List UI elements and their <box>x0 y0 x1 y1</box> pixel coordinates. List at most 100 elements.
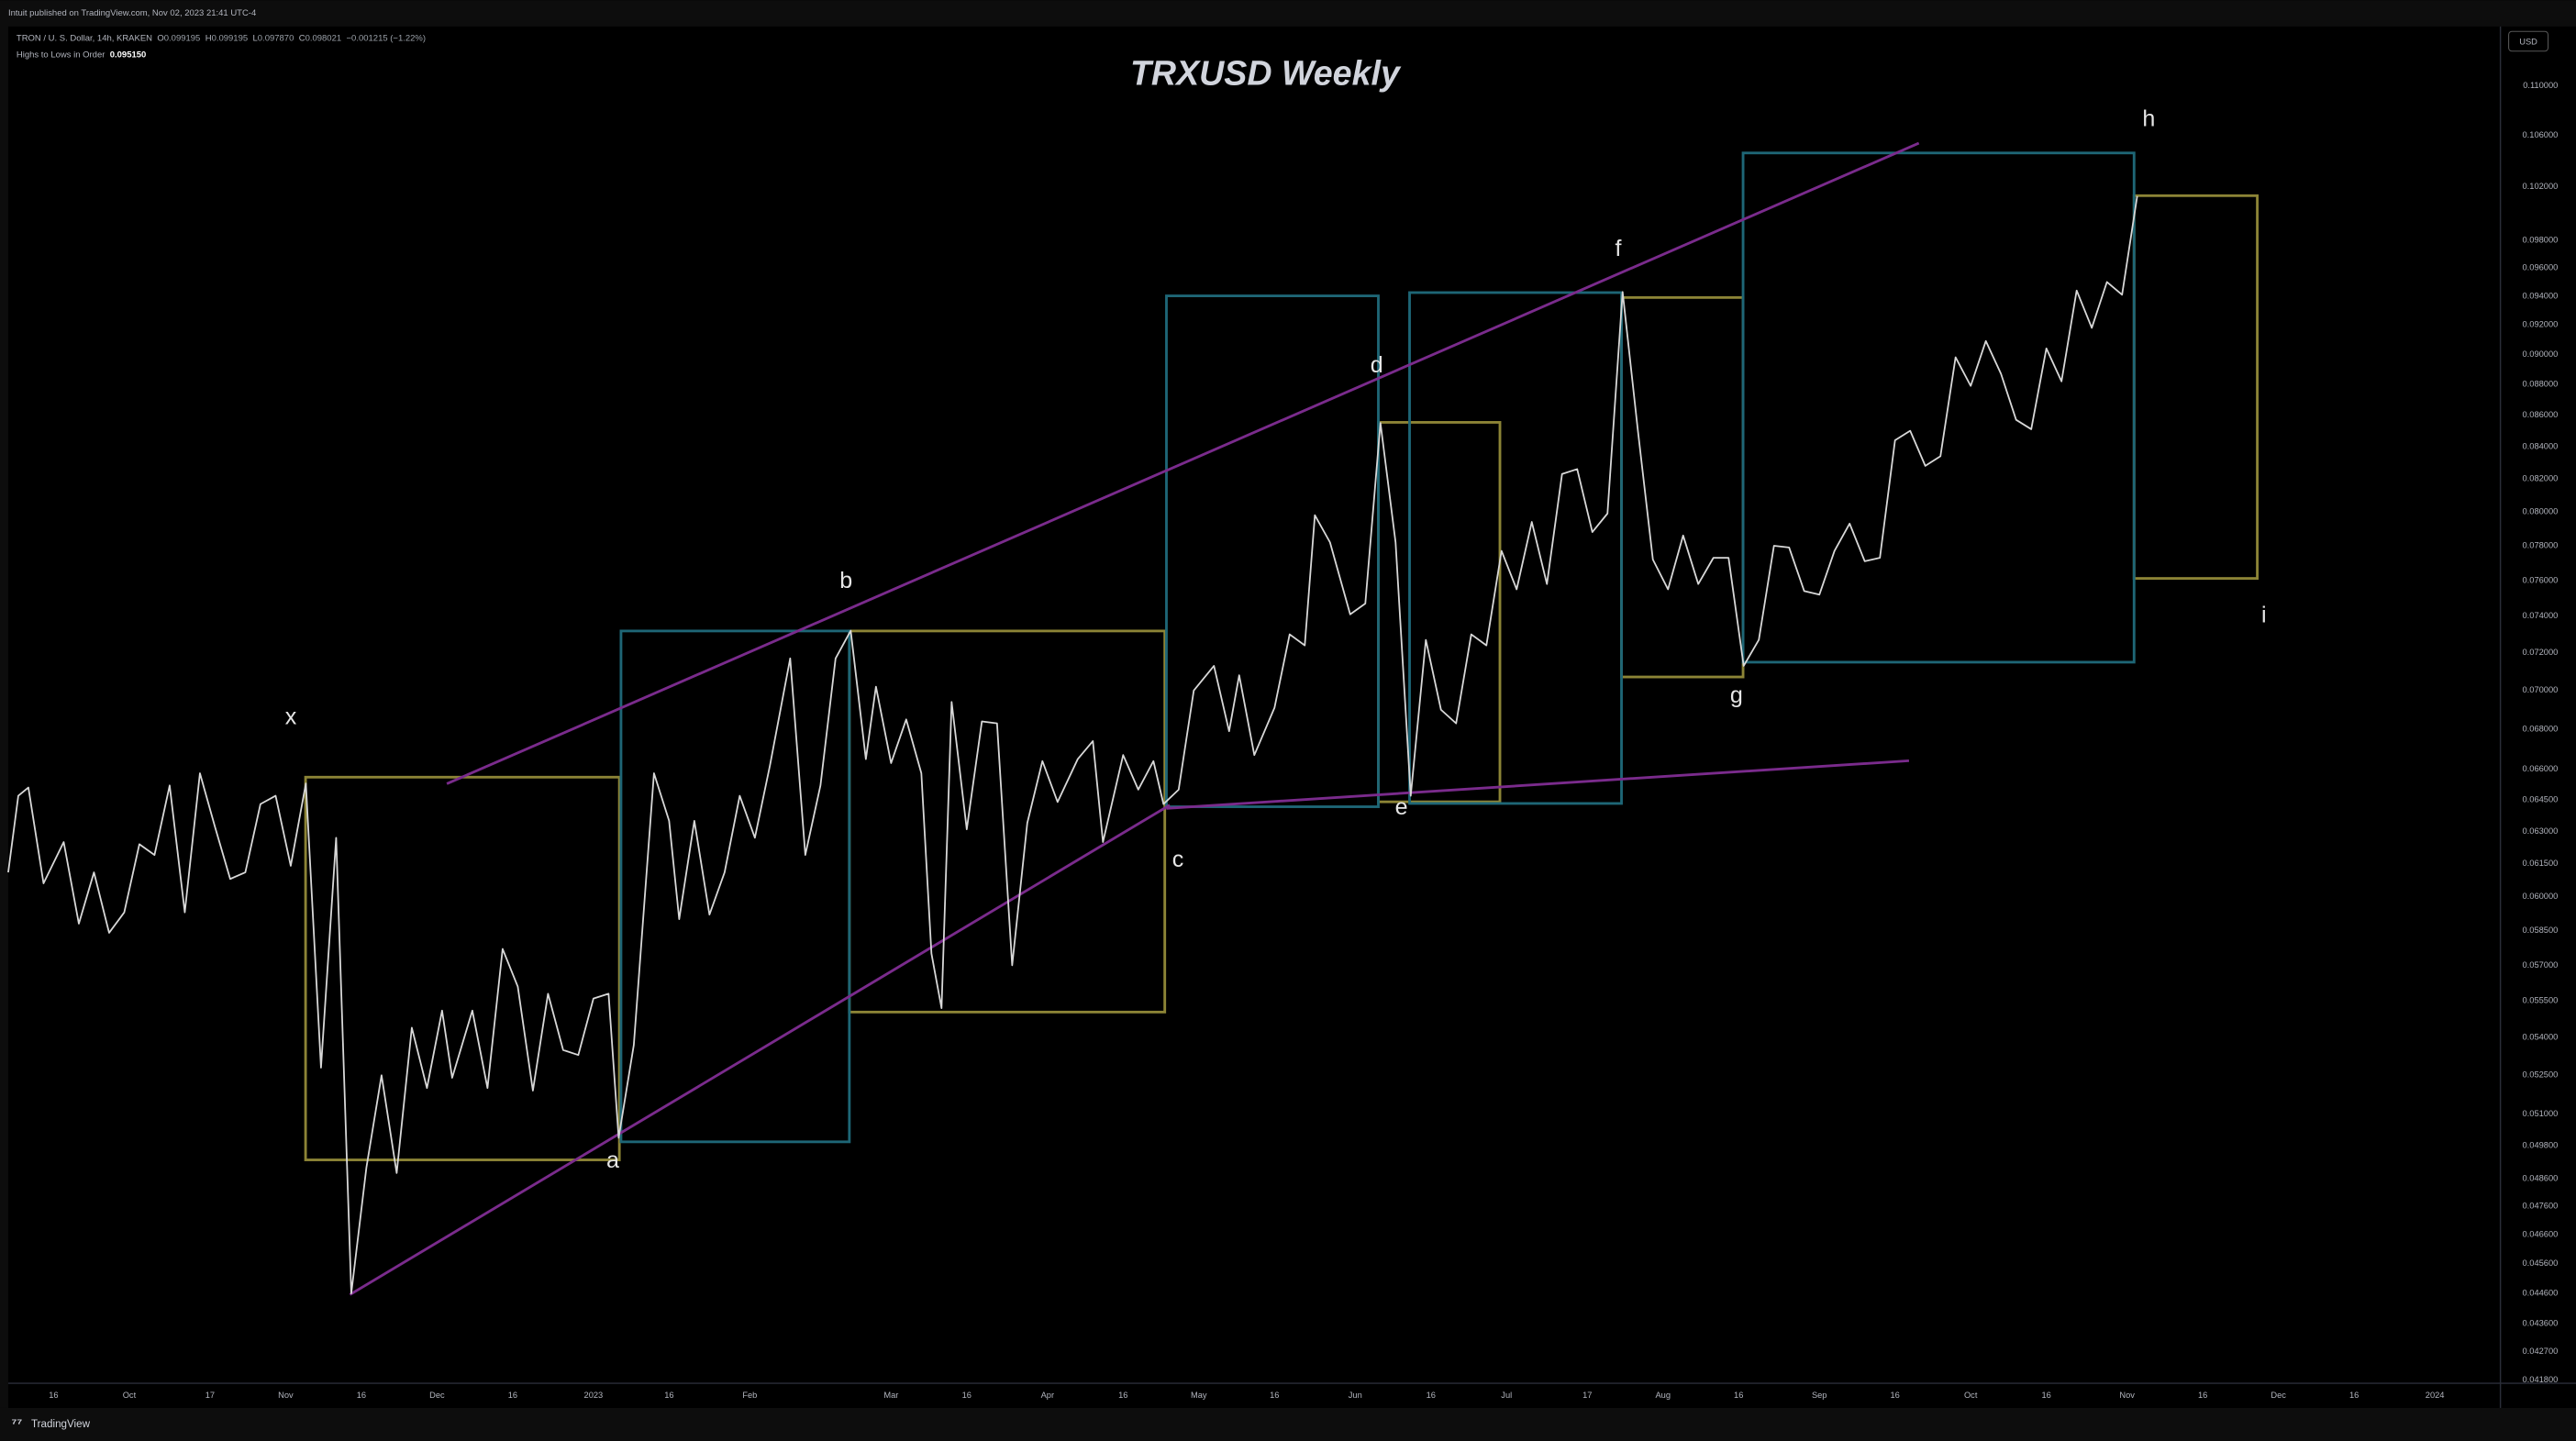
y-tick-label: 0.052500 <box>2523 1070 2559 1080</box>
x-tick-label: 16 <box>1270 1391 1279 1400</box>
indicator-row: Highs to Lows in Order 0.095150 <box>17 50 146 60</box>
y-tick-label: 0.044600 <box>2523 1289 2559 1298</box>
y-tick-label: 0.080000 <box>2523 507 2559 516</box>
y-tick-label: 0.048600 <box>2523 1173 2559 1182</box>
y-tick-label: 0.074000 <box>2523 611 2559 620</box>
y-tick-label: 0.088000 <box>2523 380 2559 389</box>
published-note: Intuit published on TradingView.com, Nov… <box>8 8 256 18</box>
brand[interactable]: TradingView <box>31 1418 91 1430</box>
y-tick-label: 0.046600 <box>2523 1230 2559 1239</box>
x-tick-label: 16 <box>2349 1391 2359 1400</box>
x-tick-label: 16 <box>2198 1391 2207 1400</box>
y-tick-label: 0.090000 <box>2523 349 2559 359</box>
x-tick-label: Oct <box>1964 1391 1978 1400</box>
y-tick-label: 0.098000 <box>2523 236 2559 245</box>
trend-line <box>1166 759 1910 810</box>
indicator-name: Highs to Lows in Order <box>17 50 105 60</box>
x-tick-label: 16 <box>508 1391 517 1400</box>
x-tick-label: Mar <box>883 1391 898 1400</box>
price-line <box>7 195 2138 1294</box>
y-tick-label: 0.082000 <box>2523 474 2559 483</box>
footer <box>0 1407 2576 1441</box>
x-tick-label: Jul <box>1501 1391 1512 1400</box>
y-tick-label: 0.094000 <box>2523 291 2559 300</box>
ohlc-key: C <box>299 33 305 43</box>
y-tick-label: 0.041800 <box>2523 1375 2559 1384</box>
wave-label: e <box>1395 794 1408 820</box>
y-tick-label: 0.110000 <box>2523 81 2558 90</box>
wave-label: g <box>1730 682 1743 708</box>
ohlc-key: H <box>205 33 212 43</box>
logo-mark: ⁷⁷ <box>12 1417 23 1432</box>
x-tick-label: 16 <box>1427 1391 1436 1400</box>
y-tick-label: 0.072000 <box>2523 648 2559 657</box>
time-axis <box>7 1383 2576 1408</box>
y-tick-label: 0.060000 <box>2523 892 2559 901</box>
ohlc-value: 0.099195 <box>164 33 201 43</box>
y-tick-label: 0.078000 <box>2523 540 2559 549</box>
y-tick-label: 0.092000 <box>2523 320 2559 329</box>
x-tick-label: Feb <box>742 1391 757 1400</box>
ohlc-value: 0.099195 <box>212 33 249 43</box>
x-tick-label: Dec <box>429 1391 445 1400</box>
y-tick-label: 0.047600 <box>2523 1202 2559 1211</box>
y-tick-label: 0.106000 <box>2523 130 2559 139</box>
symbol: TRON / U. S. Dollar, 14h, KRAKEN <box>17 33 152 43</box>
y-tick-label: 0.084000 <box>2523 441 2559 450</box>
trend-line <box>446 141 1920 785</box>
indicator-value: 0.095150 <box>110 50 147 60</box>
y-tick-label: 0.043600 <box>2523 1319 2559 1328</box>
y-tick-label: 0.070000 <box>2523 685 2559 694</box>
trend-line <box>349 804 1171 1296</box>
x-tick-label: 2024 <box>2426 1391 2445 1400</box>
x-tick-label: 16 <box>1891 1391 1900 1400</box>
ohlc-key: O <box>157 33 163 43</box>
y-tick-label: 0.045600 <box>2523 1258 2559 1268</box>
wave-label: i <box>2261 602 2267 627</box>
wave-label: a <box>606 1147 619 1173</box>
currency-box[interactable] <box>2508 30 2549 52</box>
price-axis <box>2500 26 2576 1384</box>
x-tick-label: 2023 <box>584 1391 604 1400</box>
ohlc-key: L <box>253 33 258 43</box>
x-tick-label: Apr <box>1041 1391 1054 1400</box>
plot-area <box>7 26 2501 1384</box>
wave-label: x <box>285 704 297 729</box>
x-tick-label: 17 <box>205 1391 215 1400</box>
x-tick-label: 16 <box>962 1391 972 1400</box>
y-tick-label: 0.057000 <box>2523 960 2559 970</box>
wave-label: c <box>1172 847 1184 872</box>
range-box <box>1741 151 2136 664</box>
y-tick-label: 0.096000 <box>2523 263 2559 272</box>
x-tick-label: 16 <box>357 1391 366 1400</box>
y-tick-label: 0.063000 <box>2523 826 2559 836</box>
x-tick-label: Aug <box>1655 1391 1671 1400</box>
x-tick-label: Nov <box>278 1391 294 1400</box>
x-tick-label: Jun <box>1349 1391 1362 1400</box>
x-tick-label: 17 <box>1582 1391 1592 1400</box>
x-tick-label: 16 <box>664 1391 673 1400</box>
series <box>7 195 2138 1294</box>
x-tick-label: 16 <box>1118 1391 1127 1400</box>
x-tick-label: 16 <box>2042 1391 2051 1400</box>
y-tick-label: 0.061500 <box>2523 859 2559 868</box>
change: −0.001215 (−1.22%) <box>347 33 426 43</box>
wave-label: b <box>839 568 852 593</box>
drawings <box>304 141 2260 1296</box>
x-tick-label: Nov <box>2119 1391 2135 1400</box>
y-tick-label: 0.054000 <box>2523 1033 2559 1042</box>
y-tick-label: 0.066000 <box>2523 764 2559 773</box>
y-tick-label: 0.049800 <box>2523 1141 2559 1150</box>
y-tick-label: 0.068000 <box>2523 724 2559 733</box>
y-tick-label: 0.102000 <box>2523 182 2559 191</box>
x-tick-label: Dec <box>2271 1391 2286 1400</box>
chart-title: TRXUSD Weekly <box>1130 54 1402 93</box>
y-tick-label: 0.086000 <box>2523 410 2559 419</box>
wave-label: d <box>1371 352 1383 378</box>
ohlc-value: 0.097870 <box>258 33 294 43</box>
currency[interactable]: USD <box>2519 37 2537 46</box>
y-tick-label: 0.076000 <box>2523 575 2559 584</box>
wave-label: f <box>1615 236 1621 261</box>
